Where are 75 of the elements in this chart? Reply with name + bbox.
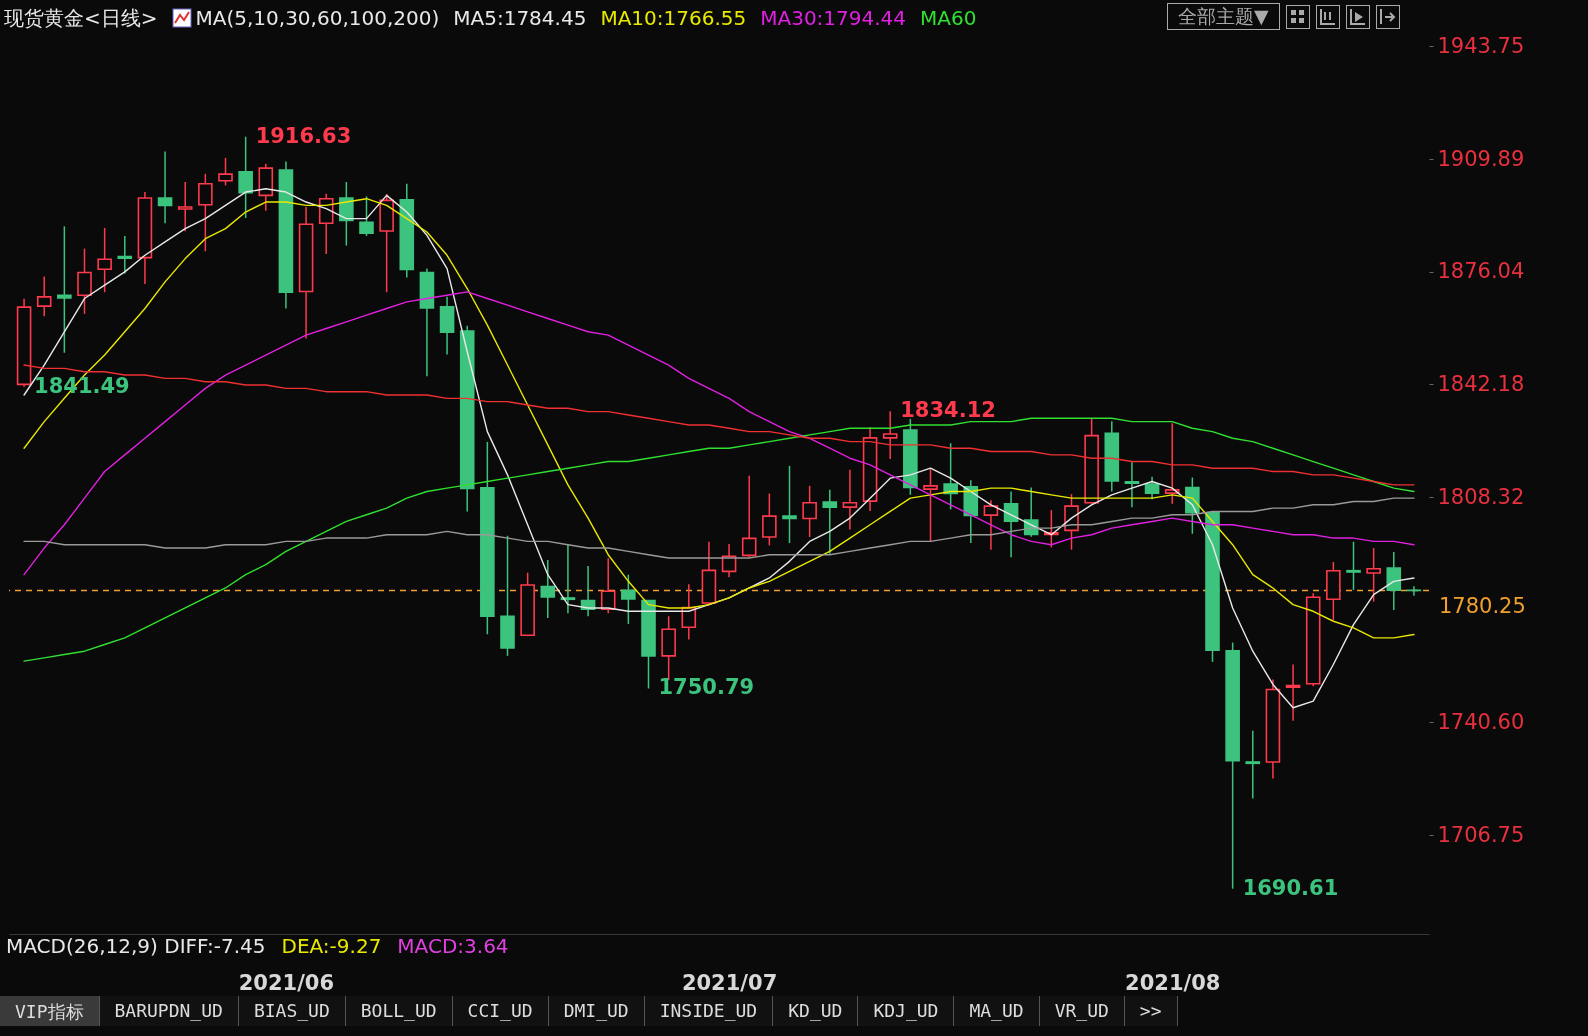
- candlestick: [177, 181, 193, 233]
- text: MA10:1766.55: [600, 6, 747, 30]
- candlestick: [1366, 547, 1381, 603]
- candlestick: [882, 410, 898, 460]
- y-tick-label: 1909.89: [1437, 146, 1525, 171]
- candlestick: [1164, 422, 1180, 505]
- text: MA5:1784.45: [453, 6, 587, 30]
- line-series: [23, 291, 1415, 576]
- annotation: DEA:-9.27: [281, 934, 382, 958]
- x-tick-label: 2021/08: [1125, 970, 1221, 995]
- candlestick: [218, 157, 233, 187]
- text: KD_UD: [773, 996, 859, 1026]
- text: 全部主题▼: [1167, 3, 1280, 30]
- line-series: [23, 417, 1415, 662]
- candlestick: [822, 489, 838, 555]
- text: KDJ_UD: [858, 996, 955, 1026]
- y-tick-label: 1808.32: [1437, 484, 1525, 509]
- chart-subtitle: MA(5,10,30,60,100,200): [195, 6, 440, 30]
- candlestick: [560, 543, 576, 615]
- text: MA60: [920, 6, 977, 30]
- y-tick-label: 1943.75: [1437, 33, 1525, 58]
- annotation: 1834.12: [900, 398, 996, 423]
- text: VIP指标: [0, 996, 100, 1026]
- annotation: 1750.79: [658, 675, 755, 700]
- y-tick-label: 1706.75: [1437, 822, 1525, 847]
- candlestick: [600, 557, 616, 615]
- candlestick: [1386, 551, 1402, 611]
- line-series: [23, 198, 1415, 639]
- candlestick: [359, 195, 374, 237]
- candlestick: [1285, 663, 1301, 722]
- y-tick-label: 1842.18: [1437, 371, 1525, 396]
- candlestick: [621, 573, 636, 625]
- text: BOLL_UD: [345, 996, 453, 1026]
- candlestick: [762, 492, 777, 547]
- text: BARUPDN_UD: [99, 996, 239, 1026]
- candlestick: [97, 227, 112, 293]
- candlestick: [741, 475, 757, 559]
- candlestick: [802, 485, 817, 538]
- candlestick: [198, 173, 213, 253]
- candlestick: [339, 181, 354, 247]
- annotation: MACD:3.64: [397, 934, 509, 958]
- candlestick: [943, 442, 958, 511]
- candlestick: [842, 469, 858, 531]
- candlestick: [983, 499, 999, 551]
- text: VR_UD: [1039, 996, 1125, 1026]
- candlestick: [1003, 490, 1019, 559]
- candlestick: [238, 135, 253, 219]
- candlestick: [36, 275, 52, 317]
- text: BIAS_UD: [238, 996, 346, 1026]
- x-tick-label: 2021/07: [681, 970, 778, 995]
- annotation: 1690.61: [1242, 875, 1339, 900]
- candlestick: [1346, 540, 1361, 591]
- y-tick-label: 1876.04: [1437, 259, 1525, 284]
- candlestick: [782, 465, 797, 544]
- ref-line-label: 1780.25: [1439, 594, 1526, 619]
- candlestick: [117, 235, 133, 275]
- text: CCI_UD: [452, 996, 549, 1026]
- annotation: MACD(26,12,9) DIFF:-7.45: [6, 934, 266, 958]
- candlestick: [1124, 460, 1140, 508]
- candlestick: [157, 150, 173, 225]
- annotation: 1916.63: [255, 123, 352, 148]
- text: INSIDE_UD: [644, 996, 774, 1026]
- line-series: [23, 364, 1415, 486]
- candlestick: [57, 225, 72, 354]
- text: MA_UD: [954, 996, 1040, 1026]
- candlestick: [923, 468, 938, 543]
- x-tick-label: 2021/06: [238, 970, 335, 995]
- text: DMI_UD: [548, 996, 645, 1026]
- chart-title: 现货黄金<日线>: [4, 4, 158, 32]
- text: >>: [1124, 996, 1178, 1026]
- text: MA30:1794.44: [760, 6, 907, 30]
- candlestick: [77, 247, 92, 315]
- y-tick-label: 1740.60: [1437, 709, 1525, 734]
- candlestick: [540, 559, 556, 619]
- candlestick: [1245, 729, 1261, 800]
